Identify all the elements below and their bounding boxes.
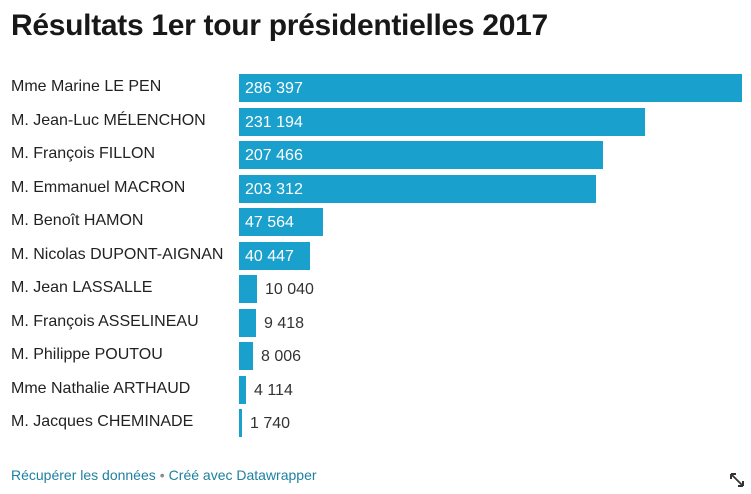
category-label: M. Emmanuel MACRON [11,178,186,196]
value-label: 4 114 [254,381,293,399]
bar-row: M. Emmanuel MACRON 203 312 [0,172,751,205]
bar-row: M. François ASSELINEAU 9 418 [0,306,751,339]
category-label: M. Jacques CHEMINADE [11,413,194,430]
bar [239,342,253,370]
value-label: 47 564 [245,214,294,231]
bar-row: Mme Marine LE PEN 286 397 [0,71,751,104]
value-label: 40 447 [245,247,294,265]
bar [239,275,257,303]
value-label: 203 312 [245,180,303,198]
bar-row: M. Nicolas DUPONT-AIGNAN 40 447 [0,239,751,272]
datawrapper-credit-link[interactable]: Créé avec Datawrapper [168,467,317,483]
bar [239,409,242,437]
category-label: M. Philippe POUTOU [11,346,163,363]
bar [239,174,596,203]
bar-row: M. Jean LASSALLE 10 040 [0,272,751,305]
bar-chart: Mme Marine LE PEN 286 397 M. Jean-Luc MÉLE… [0,71,751,441]
bar-row: M. Philippe POUTOU 8 006 [0,339,751,372]
value-label: 231 194 [245,113,303,131]
chart-title: Résultats 1er tour présidentielles 2017 [11,9,548,42]
value-label: 10 040 [265,281,314,298]
category-label: M. Nicolas DUPONT-AIGNAN [11,245,224,263]
bar-row: M. Jean-Luc MÉLENCHON 231 194 [0,105,751,138]
value-label: 286 397 [245,80,303,97]
bar-row: M. Benoît HAMON 47 564 [0,205,751,238]
footer-separator: • [159,467,165,483]
bar [239,208,323,236]
bar [239,74,742,102]
category-label: M. François FILLON [11,145,156,162]
chart-footer: Récupérer les données • Créé avec Datawrap… [11,467,317,483]
expand-arrows-icon[interactable] [729,472,745,488]
category-label: M. Jean-Luc MÉLENCHON [11,111,206,129]
category-label: M. François ASSELINEAU [11,312,199,330]
category-label: M. Jean LASSALLE [11,279,153,296]
bar [239,107,645,136]
bar [239,308,256,337]
bar-row: Mme Nathalie ARTHAUD 4 114 [0,373,751,406]
download-data-link[interactable]: Récupérer les données [11,467,156,483]
bar-row: M. Jacques CHEMINADE 1 740 [0,406,751,439]
bar [239,375,246,404]
bar [239,141,603,169]
value-label: 9 418 [264,314,305,332]
bar [239,241,310,270]
category-label: M. Benoît HAMON [11,212,144,229]
value-label: 8 006 [261,348,302,365]
value-label: 207 466 [245,147,303,164]
value-label: 1 740 [250,415,291,432]
category-label: Mme Nathalie ARTHAUD [11,379,191,397]
bar-row: M. François FILLON 207 466 [0,138,751,171]
category-label: Mme Marine LE PEN [11,78,162,95]
